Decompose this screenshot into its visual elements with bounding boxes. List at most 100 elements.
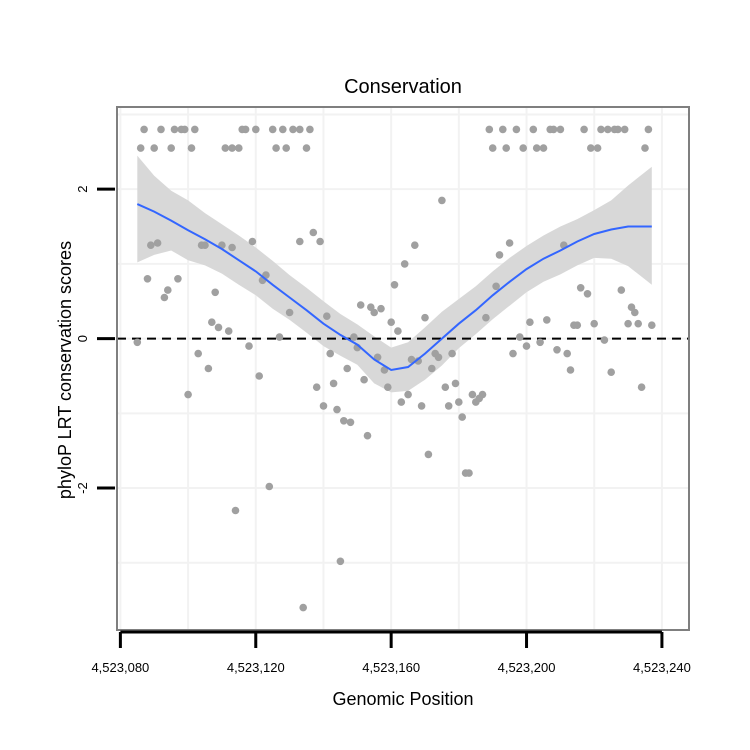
data-point	[482, 313, 490, 322]
data-point	[340, 417, 348, 425]
data-point	[499, 125, 507, 134]
data-point	[387, 318, 396, 327]
data-point	[509, 349, 517, 358]
data-point	[360, 375, 368, 384]
x-tick-label: 4,523,240	[633, 660, 691, 675]
data-point	[150, 144, 158, 152]
y-tick-label: 2	[75, 186, 90, 193]
data-point	[617, 286, 626, 294]
data-point	[614, 125, 622, 134]
data-point	[448, 349, 456, 358]
data-point	[329, 379, 338, 388]
data-point	[316, 237, 324, 246]
data-point	[556, 125, 565, 134]
data-point	[458, 413, 467, 421]
data-point	[296, 125, 304, 134]
data-point	[289, 125, 297, 134]
data-point	[231, 506, 240, 515]
data-point	[184, 390, 192, 399]
data-point	[400, 260, 409, 268]
data-point	[620, 125, 629, 134]
data-point	[211, 288, 219, 297]
data-point	[153, 239, 162, 247]
data-point	[147, 241, 155, 249]
data-point	[597, 125, 605, 134]
data-point	[407, 355, 416, 364]
data-point	[522, 342, 531, 350]
data-point	[505, 239, 514, 247]
data-point	[140, 125, 148, 134]
data-point	[519, 144, 527, 152]
data-point	[631, 308, 639, 317]
x-tick-label: 4,523,200	[498, 660, 556, 675]
data-point	[583, 290, 592, 298]
data-point	[326, 349, 335, 358]
data-point	[208, 318, 216, 327]
data-point	[455, 398, 463, 406]
data-point	[245, 342, 253, 350]
data-point	[549, 125, 558, 134]
data-point	[580, 125, 588, 134]
data-point	[428, 364, 436, 373]
data-point	[637, 383, 646, 392]
data-point	[170, 125, 179, 134]
data-point	[343, 364, 352, 373]
data-point	[444, 402, 453, 410]
data-point	[214, 323, 223, 332]
data-point	[350, 333, 358, 341]
data-point	[478, 390, 487, 399]
data-point	[624, 319, 632, 328]
data-point	[600, 336, 609, 344]
data-point	[160, 293, 169, 302]
data-point	[438, 196, 446, 205]
data-point	[384, 383, 392, 392]
data-point	[563, 349, 571, 358]
data-point	[604, 125, 612, 134]
data-point	[424, 450, 433, 459]
data-point	[576, 284, 585, 292]
y-tick-label: -2	[75, 482, 90, 494]
data-point	[587, 144, 595, 152]
data-point	[593, 144, 602, 152]
x-axis-label: Genomic Position	[332, 689, 473, 709]
data-point	[187, 144, 196, 152]
data-point	[488, 144, 497, 152]
data-point	[512, 125, 521, 134]
data-point	[468, 390, 477, 399]
data-point	[312, 383, 321, 392]
data-point	[441, 383, 450, 392]
data-point	[634, 319, 642, 328]
x-tick-label: 4,523,120	[227, 660, 285, 675]
data-point	[157, 125, 165, 134]
data-point	[272, 144, 280, 152]
data-point	[641, 144, 649, 152]
data-point	[411, 241, 419, 249]
data-point	[282, 144, 291, 152]
data-point	[228, 144, 236, 152]
smooth-confidence-ribbon	[137, 155, 652, 393]
data-point	[268, 125, 277, 134]
data-point	[590, 319, 598, 328]
data-point	[194, 349, 202, 358]
data-point	[607, 368, 615, 377]
data-point	[306, 125, 314, 134]
data-point	[529, 125, 538, 134]
data-point	[526, 318, 534, 327]
data-point	[404, 390, 412, 399]
data-point	[573, 321, 582, 330]
data-point	[143, 275, 152, 283]
data-point	[465, 469, 473, 477]
data-point	[309, 228, 318, 237]
data-point	[495, 251, 504, 259]
data-point	[336, 557, 345, 566]
data-point	[296, 237, 304, 246]
data-point	[492, 282, 500, 291]
data-point	[221, 144, 230, 152]
data-point	[377, 304, 385, 313]
data-point	[536, 338, 544, 347]
data-point	[356, 301, 365, 309]
data-point	[397, 398, 406, 406]
data-point	[174, 275, 182, 283]
data-point	[539, 144, 548, 152]
data-point	[167, 144, 175, 152]
